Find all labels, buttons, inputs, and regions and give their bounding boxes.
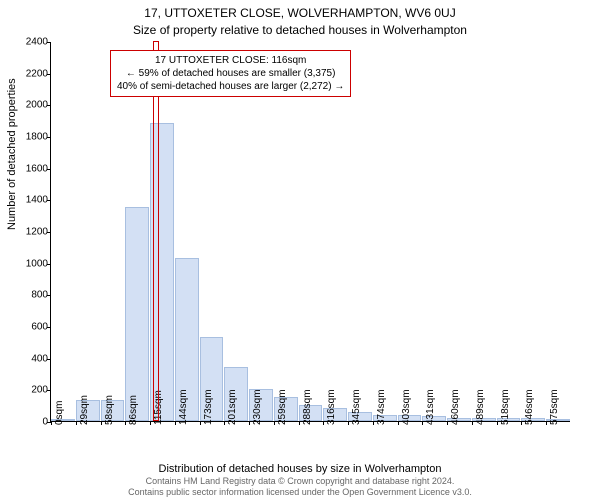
- x-tick-label: 316sqm: [326, 389, 337, 425]
- footer-attribution: Contains HM Land Registry data © Crown c…: [0, 476, 600, 498]
- bar: [125, 207, 149, 421]
- x-tick-label: 201sqm: [227, 389, 238, 425]
- y-tick-label: 800: [8, 290, 48, 301]
- y-tick-label: 2000: [8, 100, 48, 111]
- y-tick-label: 1200: [8, 227, 48, 238]
- x-tick-mark: [101, 421, 102, 425]
- annotation-line: 40% of semi-detached houses are larger (…: [117, 80, 344, 93]
- x-tick-label: 0sqm: [54, 401, 65, 425]
- y-tick-label: 0: [8, 417, 48, 428]
- x-tick-label: 345sqm: [351, 389, 362, 425]
- x-tick-mark: [125, 421, 126, 425]
- annotation-box: 17 UTTOXETER CLOSE: 116sqm ← 59% of deta…: [110, 50, 351, 97]
- y-tick-label: 400: [8, 353, 48, 364]
- chart-area: 0sqm29sqm58sqm86sqm115sqm144sqm173sqm201…: [50, 42, 570, 422]
- annotation-line: 17 UTTOXETER CLOSE: 116sqm: [117, 54, 344, 67]
- x-tick-label: 374sqm: [376, 389, 387, 425]
- x-tick-mark: [249, 421, 250, 425]
- x-tick-mark: [200, 421, 201, 425]
- y-tick-label: 2200: [8, 68, 48, 79]
- x-tick-mark: [150, 421, 151, 425]
- x-tick-label: 58sqm: [104, 395, 115, 425]
- x-tick-label: 546sqm: [524, 389, 535, 425]
- x-tick-label: 259sqm: [277, 389, 288, 425]
- x-tick-mark: [472, 421, 473, 425]
- x-tick-mark: [398, 421, 399, 425]
- x-tick-mark: [373, 421, 374, 425]
- x-tick-mark: [51, 421, 52, 425]
- x-tick-label: 518sqm: [500, 389, 511, 425]
- x-tick-mark: [447, 421, 448, 425]
- plot-region: 0sqm29sqm58sqm86sqm115sqm144sqm173sqm201…: [50, 42, 570, 422]
- annotation-line: ← 59% of detached houses are smaller (3,…: [117, 67, 344, 80]
- x-tick-label: 575sqm: [549, 389, 560, 425]
- x-tick-label: 29sqm: [79, 395, 90, 425]
- footer-line: Contains public sector information licen…: [0, 487, 600, 498]
- y-tick-label: 1600: [8, 163, 48, 174]
- x-tick-label: 460sqm: [450, 389, 461, 425]
- x-tick-mark: [497, 421, 498, 425]
- x-tick-label: 403sqm: [401, 389, 412, 425]
- x-tick-label: 489sqm: [475, 389, 486, 425]
- y-tick-label: 1800: [8, 132, 48, 143]
- y-tick-label: 1400: [8, 195, 48, 206]
- x-tick-mark: [348, 421, 349, 425]
- x-tick-mark: [76, 421, 77, 425]
- x-tick-label: 230sqm: [252, 389, 263, 425]
- x-tick-label: 144sqm: [178, 389, 189, 425]
- y-tick-label: 2400: [8, 37, 48, 48]
- x-tick-label: 86sqm: [128, 395, 139, 425]
- x-tick-label: 431sqm: [425, 389, 436, 425]
- x-tick-mark: [323, 421, 324, 425]
- x-tick-mark: [274, 421, 275, 425]
- page-title-desc: Size of property relative to detached ho…: [0, 20, 600, 37]
- x-tick-mark: [224, 421, 225, 425]
- x-axis-label: Distribution of detached houses by size …: [0, 463, 600, 475]
- footer-line: Contains HM Land Registry data © Crown c…: [0, 476, 600, 487]
- y-tick-label: 1000: [8, 258, 48, 269]
- x-tick-mark: [521, 421, 522, 425]
- page-title-address: 17, UTTOXETER CLOSE, WOLVERHAMPTON, WV6 …: [0, 0, 600, 20]
- property-marker: [153, 41, 159, 421]
- y-tick-label: 600: [8, 322, 48, 333]
- x-tick-mark: [175, 421, 176, 425]
- y-tick-label: 200: [8, 385, 48, 396]
- x-tick-mark: [299, 421, 300, 425]
- x-tick-mark: [422, 421, 423, 425]
- x-tick-mark: [546, 421, 547, 425]
- x-tick-label: 173sqm: [203, 389, 214, 425]
- x-tick-label: 288sqm: [302, 389, 313, 425]
